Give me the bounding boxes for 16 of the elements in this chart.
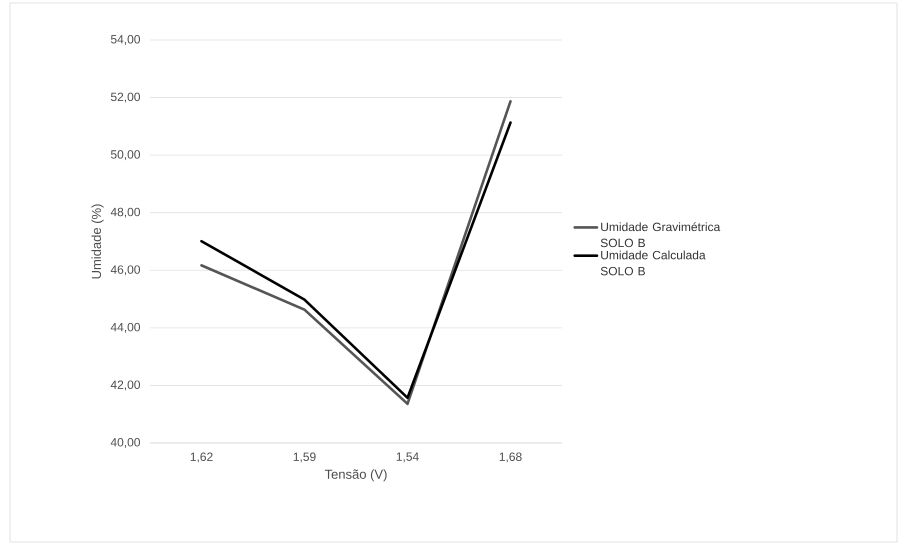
y-tick-label: 42,00	[110, 380, 140, 390]
y-tick-label: 40,00	[110, 438, 140, 448]
y-tick-label: 48,00	[110, 208, 140, 218]
y-axis-title: Umidade (%)	[91, 204, 104, 278]
x-tick-label: 1,59	[294, 452, 316, 462]
y-tick-label: 50,00	[110, 150, 140, 160]
y-tick-label: 46,00	[110, 265, 140, 276]
y-tick-label: 52,00	[110, 92, 140, 103]
legend-label: Umidade Gravimétrica SOLO B	[600, 222, 720, 248]
y-tick-label: 54,00	[110, 35, 140, 45]
x-tick-label: 1,68	[500, 452, 522, 462]
x-axis-title: Tensão (V)	[324, 469, 387, 482]
legend-label: Umidade Calculada SOLO B	[600, 250, 706, 276]
y-tick-label: 44,00	[110, 322, 140, 333]
x-tick-label: 1,54	[396, 452, 419, 462]
x-tick-label: 1,62	[190, 452, 213, 462]
